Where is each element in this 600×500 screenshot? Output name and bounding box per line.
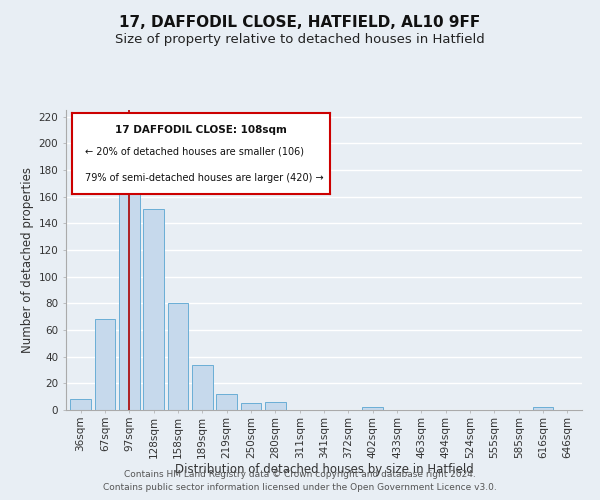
Bar	[192, 364, 212, 410]
Text: Contains HM Land Registry data © Crown copyright and database right 2024.: Contains HM Land Registry data © Crown c…	[124, 470, 476, 479]
Bar	[167, 304, 188, 410]
Text: 17 DAFFODIL CLOSE: 108sqm: 17 DAFFODIL CLOSE: 108sqm	[115, 125, 287, 135]
X-axis label: Distribution of detached houses by size in Hatfield: Distribution of detached houses by size …	[175, 463, 473, 476]
Y-axis label: Number of detached properties: Number of detached properties	[22, 167, 34, 353]
Text: ← 20% of detached houses are smaller (106): ← 20% of detached houses are smaller (10…	[85, 147, 304, 157]
Bar	[241, 404, 262, 410]
Text: Size of property relative to detached houses in Hatfield: Size of property relative to detached ho…	[115, 32, 485, 46]
Bar	[119, 184, 140, 410]
Bar	[70, 400, 91, 410]
Bar	[95, 320, 115, 410]
Bar	[216, 394, 237, 410]
Bar	[265, 402, 286, 410]
Bar	[362, 408, 383, 410]
Text: Contains public sector information licensed under the Open Government Licence v3: Contains public sector information licen…	[103, 483, 497, 492]
Bar	[143, 208, 164, 410]
Text: 79% of semi-detached houses are larger (420) →: 79% of semi-detached houses are larger (…	[85, 173, 323, 183]
Bar	[533, 408, 553, 410]
Text: 17, DAFFODIL CLOSE, HATFIELD, AL10 9FF: 17, DAFFODIL CLOSE, HATFIELD, AL10 9FF	[119, 15, 481, 30]
